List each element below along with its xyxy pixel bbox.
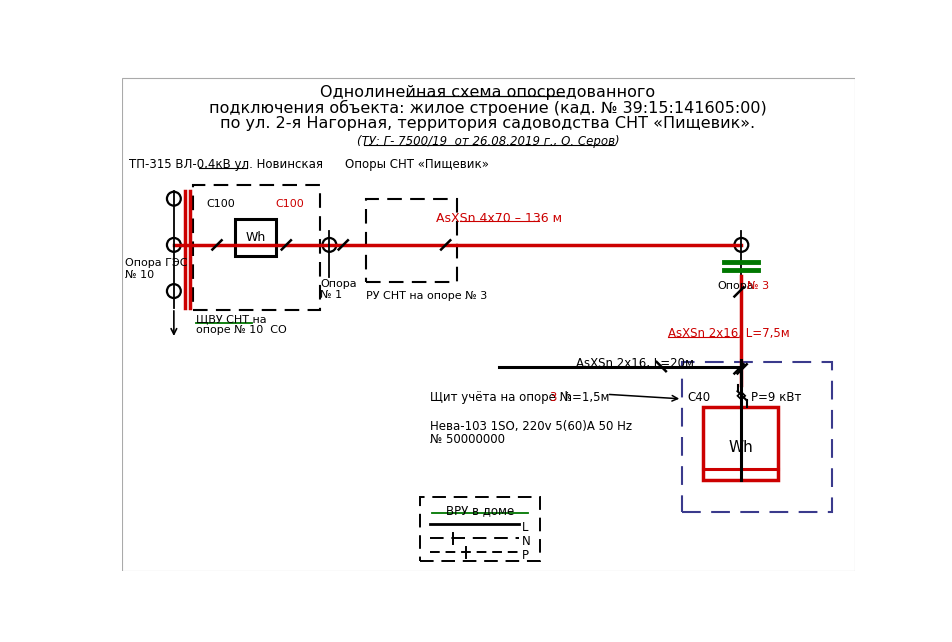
Text: Опора: Опора	[717, 281, 753, 291]
Text: С100: С100	[275, 199, 304, 209]
Text: Нева-103 1SO, 220v 5(60)А 50 Hz: Нева-103 1SO, 220v 5(60)А 50 Hz	[429, 420, 631, 433]
Text: опоре № 10  СО: опоре № 10 СО	[196, 325, 287, 335]
Text: AsXSn 4х70 – 136 м: AsXSn 4х70 – 136 м	[435, 212, 562, 225]
Bar	[366, 199, 457, 282]
Text: 3: 3	[548, 391, 556, 404]
Text: РУ СНТ на опоре № 3: РУ СНТ на опоре № 3	[366, 291, 487, 301]
Text: L: L	[522, 521, 527, 534]
Text: № 10: № 10	[126, 270, 154, 279]
Text: Wh: Wh	[245, 232, 266, 245]
Text: h=1,5м: h=1,5м	[556, 391, 608, 404]
Text: N: N	[522, 535, 530, 548]
Text: Опора ГЭС: Опора ГЭС	[126, 258, 188, 268]
Text: С100: С100	[206, 199, 235, 209]
Bar	[420, 497, 539, 561]
Text: AsXSn 2х16, L=20м: AsXSn 2х16, L=20м	[575, 356, 693, 370]
Text: по ул. 2-я Нагорная, территория садоводства СНТ «Пищевик».: по ул. 2-я Нагорная, территория садоводс…	[220, 116, 755, 130]
Text: ЩВУ СНТ на: ЩВУ СНТ на	[196, 314, 267, 324]
Text: № 1: № 1	[320, 290, 342, 300]
Bar	[193, 185, 320, 309]
Text: (ТУ: Г- 7500/19  от 26.08.2019 г., О. Серов): (ТУ: Г- 7500/19 от 26.08.2019 г., О. Сер…	[356, 135, 619, 148]
Text: подключения объекта: жилое строение (кад. № 39:15:141605:00): подключения объекта: жилое строение (кад…	[208, 100, 766, 116]
Text: С40: С40	[686, 391, 710, 404]
Text: Щит учёта на опоре №: Щит учёта на опоре №	[429, 391, 574, 404]
Text: № 50000000: № 50000000	[429, 433, 504, 446]
Text: № 3: № 3	[746, 281, 768, 291]
Bar	[235, 220, 275, 256]
Text: ВРУ в доме: ВРУ в доме	[446, 505, 513, 517]
Text: P: P	[522, 549, 528, 562]
Bar	[682, 362, 831, 512]
Text: Опора: Опора	[320, 279, 356, 289]
Text: AsXSn 2х16, L=7,5м: AsXSn 2х16, L=7,5м	[667, 327, 789, 340]
Text: Однолинейная схема опосредованного: Однолинейная схема опосредованного	[320, 85, 655, 100]
Text: P=9 кВт: P=9 кВт	[750, 391, 801, 404]
Text: Wh: Wh	[727, 440, 752, 455]
Text: Опоры СНТ «Пищевик»: Опоры СНТ «Пищевик»	[345, 158, 488, 171]
Bar	[703, 406, 778, 480]
Text: ТП-315 ВЛ-0,4кВ ул. Новинская: ТП-315 ВЛ-0,4кВ ул. Новинская	[129, 158, 323, 171]
